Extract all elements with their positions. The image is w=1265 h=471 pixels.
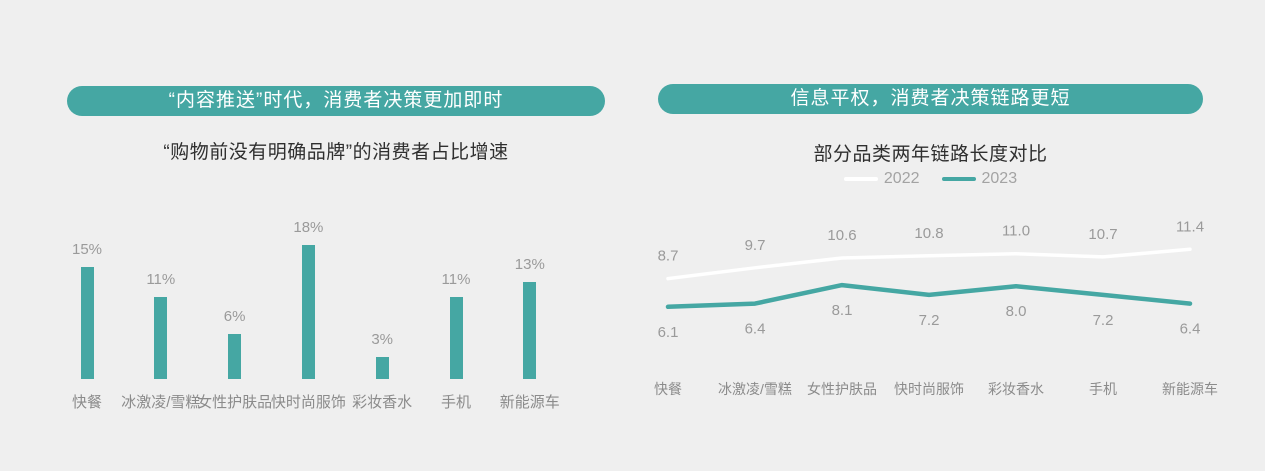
point-label-2023: 7.2 — [1093, 312, 1114, 329]
line-series-2023 — [665, 282, 1193, 310]
x-axis-label: 女性护肤品 — [807, 381, 877, 397]
right-chart-title: 部分品类两年链路长度对比 — [813, 144, 1048, 165]
line-chart-legend: 2022 2023 — [658, 170, 1203, 188]
point-label-2022: 10.7 — [1088, 226, 1117, 243]
bar-value-label: 3% — [371, 331, 394, 348]
bar-value-label: 15% — [71, 241, 103, 258]
point-label-2023: 7.2 — [919, 312, 940, 329]
left-chart-title: “购物前没有明确品牌”的消费者占比增速 — [163, 142, 509, 163]
point-label-2023: 8.1 — [832, 302, 853, 319]
legend-item-2022: 2022 — [843, 170, 920, 188]
bar-category-label: 新能源车 — [499, 394, 560, 411]
bar-category-label: 快餐 — [71, 394, 102, 411]
point-label-2022: 8.7 — [658, 248, 679, 265]
bar-value-label: 13% — [514, 256, 545, 273]
bar-category-label: 手机 — [440, 394, 471, 411]
bar-category-label: 冰激凌/雪糕 — [121, 394, 201, 411]
point-label-2022: 11.4 — [1176, 218, 1204, 235]
bar — [375, 357, 389, 379]
point-label-2023: 8.0 — [1006, 303, 1027, 320]
legend-swatch-2023 — [941, 177, 976, 181]
left-banner-title: “内容推送”时代，消费者决策更加即时 — [168, 90, 504, 111]
bar-value-label: 11% — [441, 271, 471, 288]
legend-label-2023: 2023 — [981, 170, 1018, 187]
legend-swatch-2022 — [843, 177, 878, 181]
bar-chart: 15% 快餐 11% 冰激凌/雪糕 6% 女性护肤品 18% 快时尚服饰 3% 彩妆香水 11% 手机… — [40, 219, 640, 420]
bar-category-label: 快时尚服饰 — [270, 394, 346, 411]
bar-value-label: 6% — [223, 308, 246, 325]
bar — [523, 282, 537, 379]
point-label-2022: 11.0 — [1002, 223, 1030, 240]
x-axis-label: 手机 — [1089, 381, 1117, 397]
bar — [449, 297, 463, 379]
bar — [301, 245, 315, 379]
legend-label-2022: 2022 — [883, 170, 920, 187]
bar-value-label: 11% — [146, 271, 176, 288]
point-label-2023: 6.1 — [658, 324, 679, 341]
right-banner-title: 信息平权，消费者决策链路更短 — [790, 88, 1071, 109]
bar — [154, 297, 168, 379]
right-banner: 信息平权，消费者决策链路更短 — [658, 84, 1203, 114]
line-chart: 8.7 9.7 10.6 10.8 11.0 10.7 11.4 6.1 6.4 8.1 7.2 8.… — [654, 218, 1218, 397]
point-label-2023: 6.4 — [1180, 321, 1201, 338]
x-axis-label: 快时尚服饰 — [894, 381, 964, 397]
bar — [80, 267, 94, 379]
x-axis-label: 快餐 — [654, 381, 682, 397]
point-label-2023: 6.4 — [745, 321, 766, 338]
bar — [228, 334, 242, 379]
bar-category-label: 女性护肤品 — [197, 394, 273, 411]
point-label-2022: 9.7 — [745, 237, 766, 254]
x-axis-label: 新能源车 — [1162, 381, 1218, 397]
left-banner: “内容推送”时代，消费者决策更加即时 — [67, 86, 605, 116]
bar-value-label: 18% — [293, 219, 324, 236]
bar-category-label: 彩妆香水 — [352, 394, 413, 411]
x-axis-label: 彩妆香水 — [988, 381, 1044, 397]
point-label-2022: 10.6 — [827, 227, 856, 244]
point-label-2022: 10.8 — [914, 225, 943, 242]
line-series-2022 — [666, 247, 1192, 281]
legend-item-2023: 2023 — [941, 170, 1018, 188]
x-axis-label: 冰激凌/雪糕 — [718, 381, 792, 397]
